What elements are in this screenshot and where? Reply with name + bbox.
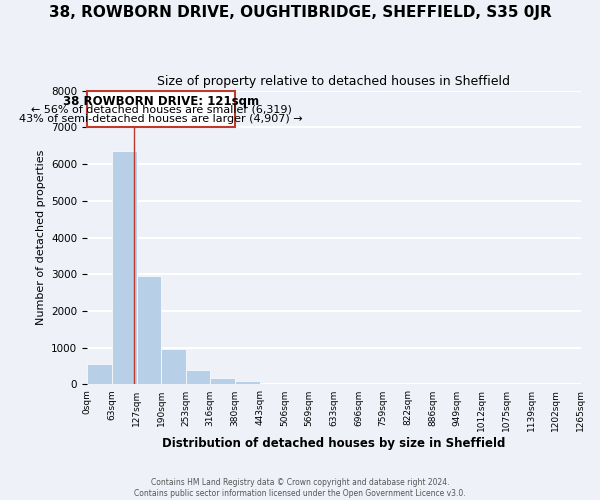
Bar	[87, 364, 112, 384]
Bar	[161, 349, 185, 384]
Y-axis label: Number of detached properties: Number of detached properties	[35, 150, 46, 325]
Bar	[137, 276, 161, 384]
Bar	[185, 370, 210, 384]
Text: 43% of semi-detached houses are larger (4,907) →: 43% of semi-detached houses are larger (…	[19, 114, 303, 124]
Bar	[87, 90, 235, 128]
Text: ← 56% of detached houses are smaller (6,319): ← 56% of detached houses are smaller (6,…	[31, 104, 292, 114]
Bar	[235, 381, 260, 384]
Text: Contains HM Land Registry data © Crown copyright and database right 2024.
Contai: Contains HM Land Registry data © Crown c…	[134, 478, 466, 498]
Text: 38, ROWBORN DRIVE, OUGHTIBRIDGE, SHEFFIELD, S35 0JR: 38, ROWBORN DRIVE, OUGHTIBRIDGE, SHEFFIE…	[49, 5, 551, 20]
Bar	[112, 151, 137, 384]
Title: Size of property relative to detached houses in Sheffield: Size of property relative to detached ho…	[157, 75, 510, 88]
Bar	[210, 378, 235, 384]
Text: 38 ROWBORN DRIVE: 121sqm: 38 ROWBORN DRIVE: 121sqm	[63, 95, 259, 108]
X-axis label: Distribution of detached houses by size in Sheffield: Distribution of detached houses by size …	[162, 437, 505, 450]
